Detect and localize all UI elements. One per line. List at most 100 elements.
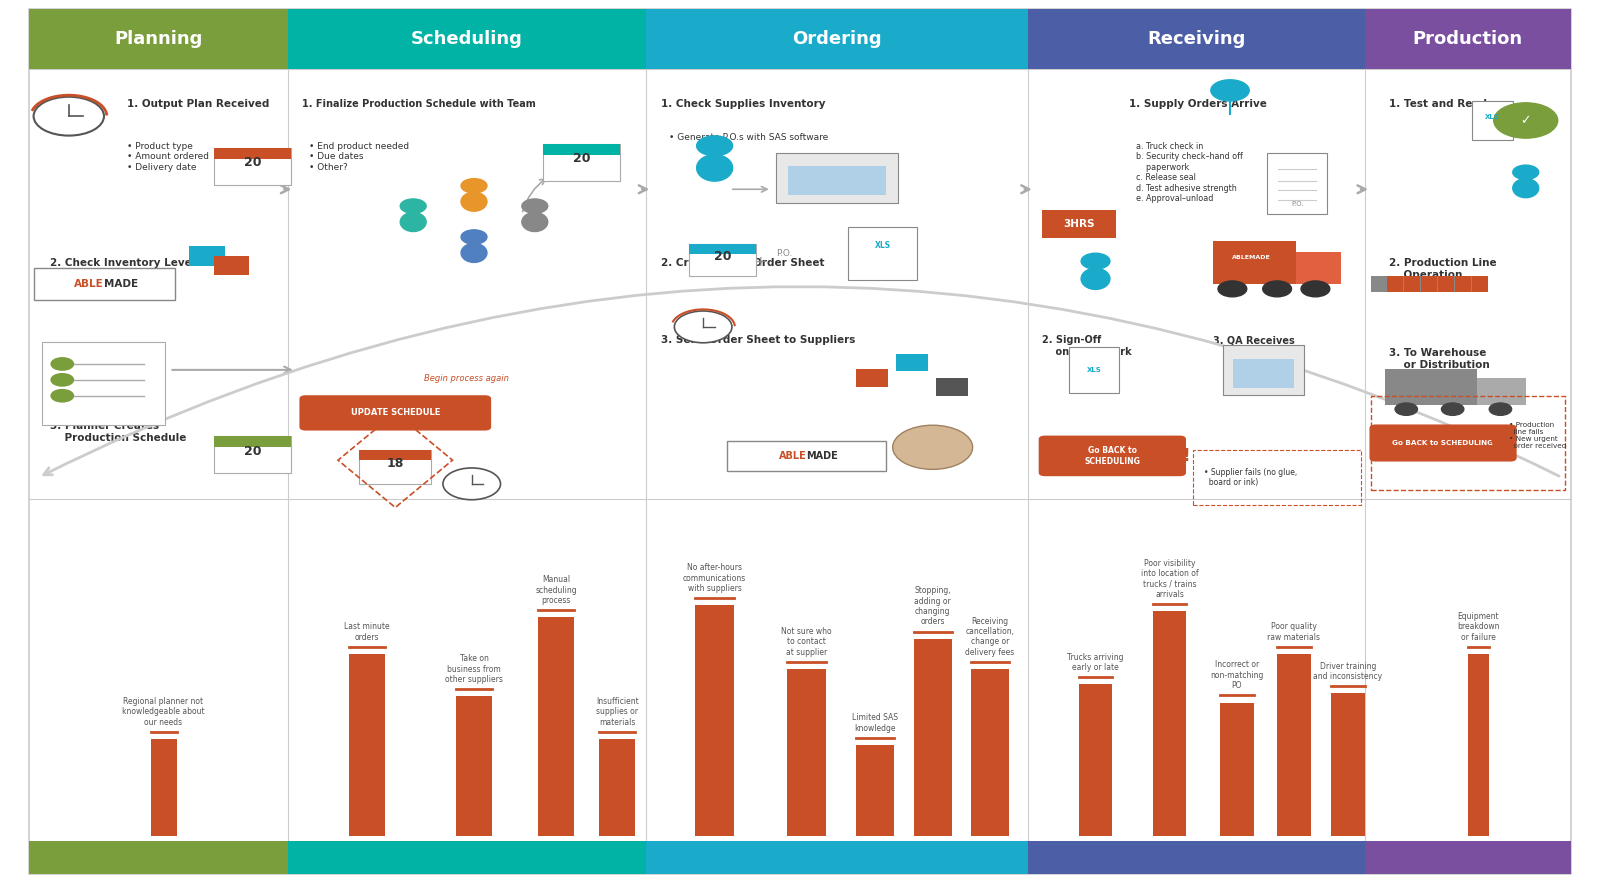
Bar [856,745,894,836]
Bar [690,244,755,253]
Circle shape [1211,79,1250,101]
Text: Incorrect or
non-matching
PO: Incorrect or non-matching PO [1210,660,1264,691]
Bar [646,9,1029,69]
Bar [696,605,734,836]
Ellipse shape [696,155,733,181]
Text: ABLEMADE: ABLEMADE [1232,255,1270,260]
FancyBboxPatch shape [1386,369,1477,404]
Bar [1365,841,1571,874]
Bar [1219,703,1253,836]
Bar [1331,693,1365,836]
Bar [1387,275,1403,291]
Text: Trucks arriving
early or late: Trucks arriving early or late [1067,653,1123,672]
FancyBboxPatch shape [42,343,165,426]
Ellipse shape [461,244,486,262]
Ellipse shape [522,213,547,231]
Bar [214,148,291,185]
Text: Go BACK to SCHEDULING: Go BACK to SCHEDULING [1392,440,1494,446]
Bar [1365,9,1571,69]
Text: XLS: XLS [1485,114,1501,119]
Circle shape [461,178,486,193]
Text: Equipment
breakdown
or failure: Equipment breakdown or failure [1458,612,1499,642]
Bar [787,166,886,195]
Text: !: ! [1490,434,1496,452]
Text: 20: 20 [243,156,261,170]
Text: • Product type
• Amount ordered
• Delivery date: • Product type • Amount ordered • Delive… [128,142,210,172]
Bar [456,697,491,836]
Bar [214,256,250,275]
Text: Manual
scheduling
process: Manual scheduling process [536,576,578,605]
Circle shape [461,230,486,244]
Circle shape [1442,403,1464,415]
Text: Go BACK to
SCHEDULING: Go BACK to SCHEDULING [1085,446,1141,465]
Text: 3. Send Order Sheet to Suppliers: 3. Send Order Sheet to Suppliers [661,336,856,345]
Text: Take on
business from
other suppliers: Take on business from other suppliers [445,654,502,684]
Text: 2. Create Excel Order Sheet: 2. Create Excel Order Sheet [661,258,824,268]
Circle shape [522,199,547,213]
Text: 2. Check Inventory Levels: 2. Check Inventory Levels [50,258,202,268]
Bar [1029,9,1365,69]
Circle shape [1512,165,1539,179]
Text: MADE: MADE [104,279,138,289]
Text: • End product needed
• Due dates
• Other?: • End product needed • Due dates • Other… [309,142,410,172]
Bar [288,9,646,69]
Bar [787,669,826,836]
Text: P.O.: P.O. [776,249,792,259]
FancyBboxPatch shape [1069,347,1118,393]
Text: 2. Sign-Off
    on Paperwork: 2. Sign-Off on Paperwork [1042,336,1131,357]
Text: ✓: ✓ [1520,114,1531,127]
Circle shape [674,311,731,343]
Circle shape [696,136,733,155]
Circle shape [51,374,74,386]
Circle shape [1490,403,1512,415]
FancyBboxPatch shape [1042,209,1115,238]
Text: Begin process again: Begin process again [424,374,509,383]
Bar [1277,654,1310,836]
Bar [150,739,176,836]
Text: Scheduling: Scheduling [411,30,523,48]
Bar [1078,684,1112,836]
Ellipse shape [1082,268,1110,290]
Text: 2. Production Line
    Operation: 2. Production Line Operation [1389,258,1498,280]
FancyBboxPatch shape [1370,425,1517,462]
FancyArrowPatch shape [43,287,1558,476]
Text: 20: 20 [573,152,590,165]
Text: Driver training
and inconsistency: Driver training and inconsistency [1314,661,1382,681]
FancyBboxPatch shape [1296,252,1341,283]
Text: Regional planner not
knowledgeable about
our needs: Regional planner not knowledgeable about… [122,697,205,727]
Bar [1467,654,1488,836]
Bar [936,378,968,396]
Text: 1. Output Plan Received: 1. Output Plan Received [128,99,270,109]
Bar [29,841,288,874]
FancyBboxPatch shape [299,396,491,431]
Text: MADE: MADE [806,451,838,461]
Text: Limited SAS
knowledge: Limited SAS knowledge [853,713,898,733]
Text: 18: 18 [387,457,403,470]
Bar [360,449,430,460]
Text: 1. Check Supplies Inventory: 1. Check Supplies Inventory [661,99,826,109]
Circle shape [443,468,501,500]
Text: !: ! [1182,447,1190,464]
Text: 1. Finalize Production Schedule with Team: 1. Finalize Production Schedule with Tea… [302,99,536,109]
FancyBboxPatch shape [29,9,1571,874]
Ellipse shape [1512,178,1539,198]
FancyBboxPatch shape [1224,345,1304,395]
Text: No after-hours
communications
with suppliers: No after-hours communications with suppl… [683,563,746,592]
Text: Not sure who
to contact
at supplier: Not sure who to contact at supplier [781,627,832,657]
Bar [1438,275,1454,291]
Text: XLS: XLS [875,241,891,251]
Text: Receiving
cancellation,
change or
delivery fees: Receiving cancellation, change or delive… [965,616,1014,657]
Text: • Production
  line fails
• New urgent
  order received: • Production line fails • New urgent ord… [1509,422,1566,449]
Bar [914,638,952,836]
FancyBboxPatch shape [1038,435,1186,476]
Bar [542,144,619,181]
Text: +: + [755,255,766,269]
Circle shape [51,389,74,402]
Bar [1371,275,1485,291]
FancyBboxPatch shape [848,227,917,280]
Bar [1234,358,1294,389]
Text: ABLE: ABLE [779,451,806,461]
Text: Insufficient
supplies or
materials: Insufficient supplies or materials [595,697,638,727]
Bar [214,436,291,448]
Bar [1421,275,1437,291]
